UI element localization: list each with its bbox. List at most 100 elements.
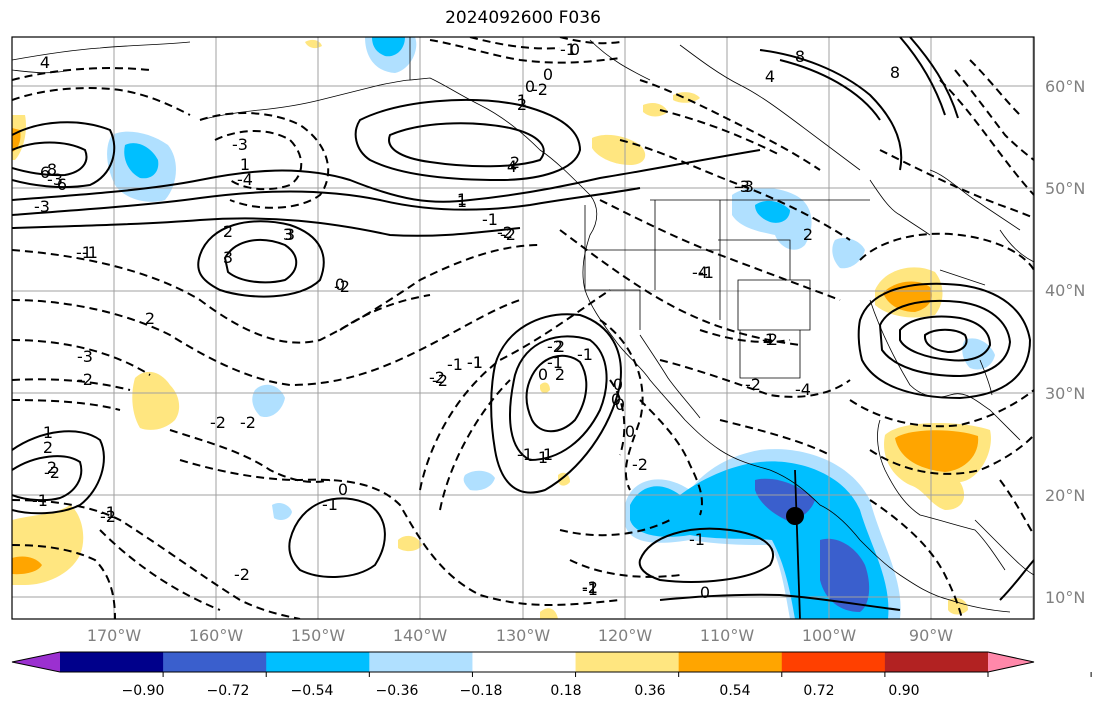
lat-label: 20°N [1045,486,1086,505]
colorbar-tick-label: −0.54 [290,683,334,699]
lon-label: 140°W [392,626,448,645]
lat-label: 30°N [1045,384,1086,403]
contour-label: 1 [765,330,775,349]
lon-label: 150°W [290,626,346,645]
contour-label: -1 [582,578,598,597]
colorbar-segment [472,652,577,672]
colorbar-tick-label: −0.90 [121,683,165,699]
contour-label: 4 [40,53,50,72]
contour-label: -1 [547,353,563,372]
contour-label: 0 [543,65,553,84]
colorbar-tick-label: −0.18 [459,683,503,699]
contour-label: -2 [432,371,448,390]
colorbar-tick-label: 0.90 [888,683,920,699]
contour-label: 2 [145,309,155,328]
graticule [12,37,1034,619]
colorbar-segment [266,652,370,672]
storm-center-marker [786,469,804,619]
contour-label: -1 [100,503,116,522]
contour-label: 6 [40,163,50,182]
contour-label: -2 [762,330,778,349]
contours-negative [12,37,1034,619]
contour-label: -2 [745,375,761,394]
contour-label: 1 [43,423,53,442]
contour-label: -1 [582,580,598,599]
contour-label: 3 [283,225,293,244]
contour-label: 1 [517,91,527,110]
contour-label: -1 [689,530,705,549]
contour-label: -1 [467,353,483,372]
contour-label: -4 [795,380,811,399]
coastlines [12,37,1034,613]
colorbar-tick-label: 0.54 [719,683,751,699]
contour-label: -2 [547,337,563,356]
contour-label: -3 [232,135,248,154]
contour-label: 4 [765,67,775,86]
lon-label: 110°W [699,626,755,645]
colorbar-segment [369,652,473,672]
colorbar-tick-label: 0.72 [803,683,835,699]
lat-label: 40°N [1045,281,1086,300]
contour-label: 2 [803,225,813,244]
contour-label: 6 [57,175,67,194]
contour-label: -1 [698,263,714,282]
contour-label: -2 [532,80,548,99]
colorbar-tick-label: −0.36 [375,683,419,699]
contour-label: -3 [77,347,93,366]
contour-label: 0 [335,275,345,294]
colorbar-segment [884,652,989,672]
contour-label: 0 [538,365,548,384]
lat-label: 60°N [1045,77,1086,96]
contour-label: -2 [100,507,116,526]
contour-label: 0 [525,77,535,96]
lon-label: 160°W [188,626,244,645]
contour-label: 8 [890,63,900,82]
contour-label: 4 [507,157,517,176]
contour-label: -2 [632,455,648,474]
contour-label: -4 [692,263,708,282]
contour-label: 1 [538,448,548,467]
lon-label: 100°W [801,626,857,645]
contour-label: -3 [34,197,50,216]
colorbar-segment [678,652,783,672]
colorbar-segment [60,652,164,672]
colorbar-outline [11,651,1035,673]
contour-label: 0 [613,375,623,394]
contour-label: -2 [582,578,598,597]
contour-labels: 4 8-10-224 868-3-46-3-1-213 -223-2-1-32-21-… [32,40,900,602]
contour-label: 0 [611,390,621,409]
contour-label: -3 [738,177,754,196]
contour-label: 1 [457,192,467,211]
contour-label: 0 [700,583,710,602]
contour-label: 3 [223,248,233,267]
contour-label: -4 [237,170,253,189]
map-frame [11,36,1035,620]
lat-label: 50°N [1045,179,1086,198]
lat-label: 10°N [1045,588,1086,607]
contour-label: -1 [32,491,48,510]
contour-label: -1 [322,495,338,514]
contour-label: -1 [560,40,576,59]
contour-label: 1 [543,445,553,464]
contour-label: -2 [44,463,60,482]
contour-label: -1 [82,243,98,262]
contour-label: -1 [577,345,593,364]
contour-label: 2 [43,438,53,457]
colorbar-tick-label: 0.36 [634,683,666,699]
contour-label: -2 [500,225,516,244]
contour-label: 1 [457,190,467,209]
contour-label: 2 [223,222,233,241]
contour-label: 1 [240,155,250,174]
contour-label: -1 [517,445,533,464]
shading-layer [12,37,995,619]
contour-label: 2 [47,458,57,477]
contour-label: 3 [285,225,295,244]
contour-label: -2 [240,413,256,432]
contour-label: -1 [482,210,498,229]
colorbar-segment [163,652,267,672]
lon-label: 170°W [86,626,142,645]
colorbar-extend-min [12,652,60,672]
colorbar-segment [575,652,680,672]
map-title: 2024092600 F036 [445,8,601,28]
